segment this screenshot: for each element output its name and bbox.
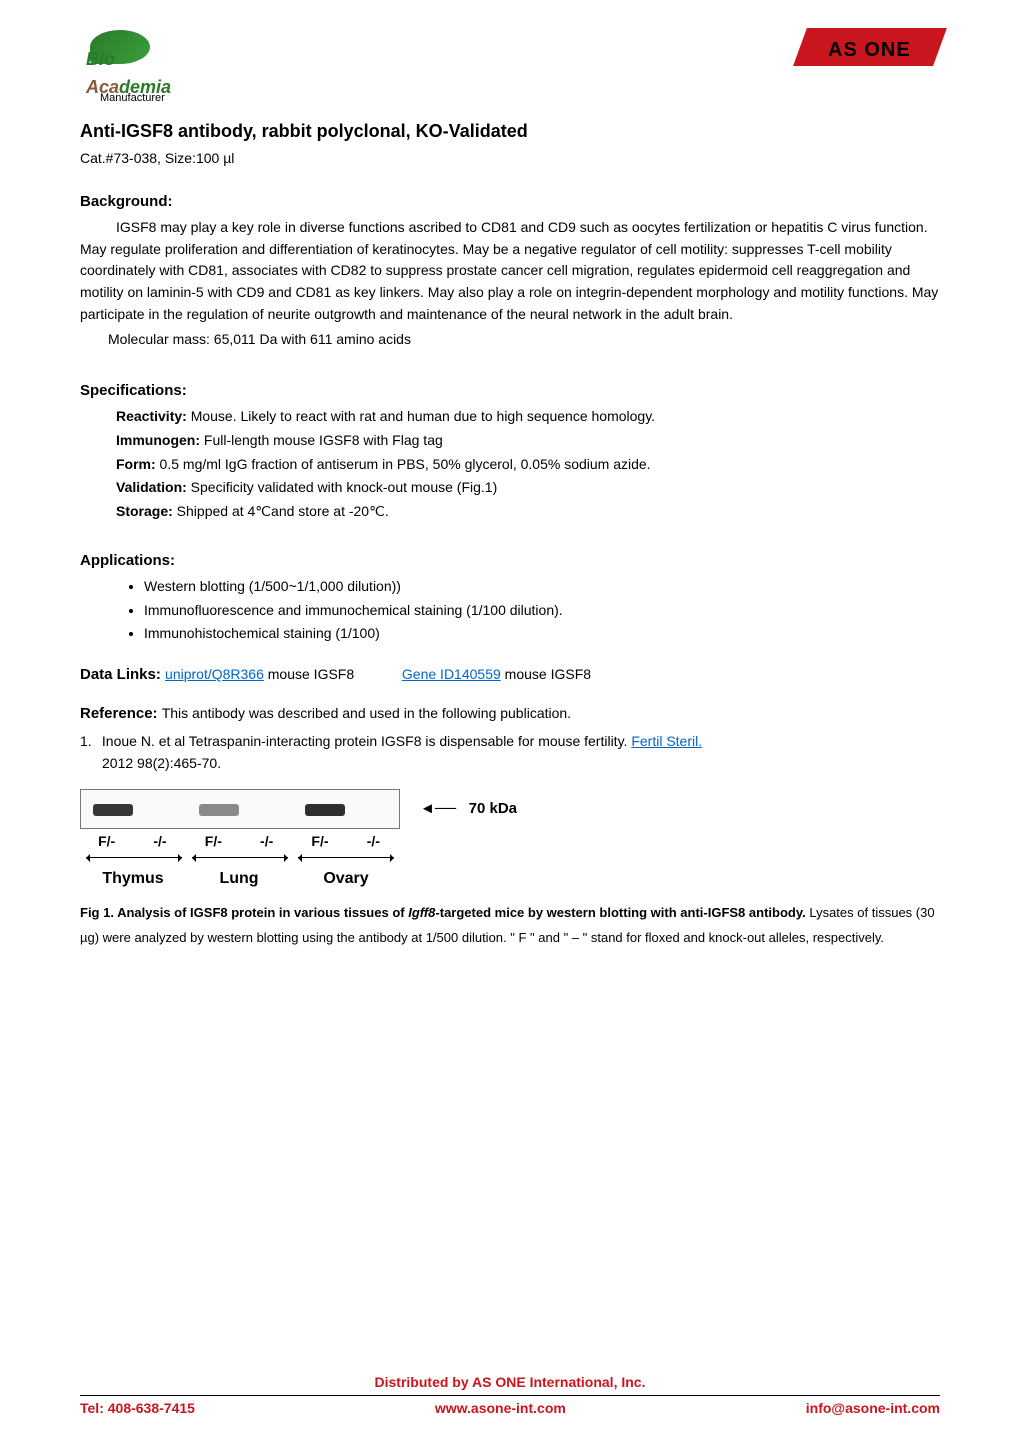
reference-journal-link[interactable]: Fertil Steril. [631, 733, 702, 749]
spec-item: Immunogen: Full-length mouse IGSF8 with … [80, 430, 940, 452]
catalog-line: Cat.#73-038, Size:100 µl [80, 148, 940, 170]
data-links-after2: mouse IGSF8 [505, 666, 591, 682]
lane-label: -/- [347, 831, 400, 853]
specifications-list: Reactivity: Mouse. Likely to react with … [80, 406, 940, 522]
spec-value: 0.5 mg/ml IgG fraction of antiserum in P… [156, 456, 651, 472]
molecular-weight-label: 70 kDa [469, 800, 517, 817]
spec-label: Form: [116, 456, 156, 472]
wb-gel-image [80, 789, 400, 829]
group-arrow-3 [298, 857, 394, 858]
reference-item: 1. Inoue N. et al Tetraspanin-interactin… [80, 731, 940, 753]
lane-label: F/- [80, 831, 133, 853]
footer-web: www.asone-int.com [435, 1398, 566, 1420]
background-para1: IGSF8 may play a key role in diverse fun… [80, 217, 940, 325]
reference-intro: This antibody was described and used in … [162, 705, 571, 721]
background-para2: Molecular mass: 65,011 Da with 611 amino… [80, 329, 940, 351]
tissue-labels-row: ThymusLungOvary [80, 867, 400, 892]
lane-labels-row: F/--/-F/--/-F/--/- [80, 831, 400, 853]
lane-label: -/- [240, 831, 293, 853]
caption-italic: Igff8- [408, 905, 440, 920]
footer-title: Distributed by AS ONE International, Inc… [80, 1372, 940, 1394]
logo-prefix: Bio [86, 49, 115, 69]
application-item: Immunofluorescence and immunochemical st… [144, 600, 940, 622]
spec-value: Full-length mouse IGSF8 with Flag tag [200, 432, 443, 448]
application-item: Immunohistochemical staining (1/100) [144, 623, 940, 645]
tissue-label: Lung [186, 867, 292, 892]
molecular-weight-arrow: ◄── 70 kDa [420, 797, 517, 820]
figure-caption: Fig 1. Analysis of IGSF8 protein in vari… [80, 901, 940, 950]
reference-intro-row: Reference: This antibody was described a… [80, 702, 940, 725]
spec-value: Specificity validated with knock-out mou… [187, 479, 497, 495]
tissue-label: Thymus [80, 867, 186, 892]
application-item: Western blotting (1/500~1/1,000 dilution… [144, 576, 940, 598]
footer-rule [80, 1395, 940, 1396]
caption-bold1: Fig 1. Analysis of IGSF8 protein in vari… [80, 905, 408, 920]
tissue-label: Ovary [292, 867, 400, 892]
spec-label: Storage: [116, 503, 173, 519]
spec-label: Validation: [116, 479, 187, 495]
reference-number: 1. [80, 731, 98, 753]
asone-logo: AS ONE [800, 28, 940, 76]
lane-label: F/- [293, 831, 346, 853]
header-row: Bio Academia Manufacturer AS ONE [80, 28, 940, 112]
spec-item: Form: 0.5 mg/ml IgG fraction of antiseru… [80, 454, 940, 476]
lane-group-arrows [80, 853, 400, 865]
spec-item: Storage: Shipped at 4℃and store at -20℃. [80, 501, 940, 523]
wb-band [93, 804, 133, 816]
spec-label: Reactivity: [116, 408, 187, 424]
lane-label: -/- [133, 831, 186, 853]
reference-label: Reference: [80, 705, 162, 722]
page-title: Anti-IGSF8 antibody, rabbit polyclonal, … [80, 118, 940, 146]
spec-value: Mouse. Likely to react with rat and huma… [187, 408, 655, 424]
western-blot-figure: ◄── 70 kDa F/--/-F/--/-F/--/- ThymusLung… [80, 789, 940, 891]
geneid-link[interactable]: Gene ID140559 [402, 666, 501, 682]
reference-before-link: Inoue N. et al Tetraspanin-interacting p… [102, 733, 631, 749]
data-links-after1: mouse IGSF8 [268, 666, 354, 682]
specifications-heading: Specifications: [80, 379, 940, 402]
spec-value: Shipped at 4℃and store at -20℃. [173, 503, 389, 519]
footer-tel: Tel: 408-638-7415 [80, 1398, 195, 1420]
page-footer: Distributed by AS ONE International, Inc… [80, 1372, 940, 1420]
applications-heading: Applications: [80, 549, 940, 572]
caption-bold2: targeted mice by western blotting with a… [440, 905, 806, 920]
uniprot-link[interactable]: uniprot/Q8R366 [165, 666, 264, 682]
data-links-label: Data Links: [80, 666, 165, 683]
lane-label: F/- [187, 831, 240, 853]
applications-list: Western blotting (1/500~1/1,000 dilution… [80, 576, 940, 645]
group-arrow-1 [86, 857, 182, 858]
spec-item: Reactivity: Mouse. Likely to react with … [80, 406, 940, 428]
reference-after-link: 2012 98(2):465-70. [80, 753, 940, 775]
manufacturer-label: Manufacturer [100, 90, 165, 107]
footer-email: info@asone-int.com [806, 1398, 940, 1420]
bioacademia-logo: Bio Academia Manufacturer [80, 28, 200, 112]
asone-flag-text: AS ONE [828, 35, 911, 66]
arrow-left-icon: ◄── [420, 800, 456, 817]
wb-band [199, 804, 239, 816]
wb-band [305, 804, 345, 816]
data-links-row: Data Links: uniprot/Q8R366 mouse IGSF8 G… [80, 663, 940, 686]
background-heading: Background: [80, 190, 940, 213]
spec-item: Validation: Specificity validated with k… [80, 477, 940, 499]
group-arrow-2 [192, 857, 288, 858]
spec-label: Immunogen: [116, 432, 200, 448]
